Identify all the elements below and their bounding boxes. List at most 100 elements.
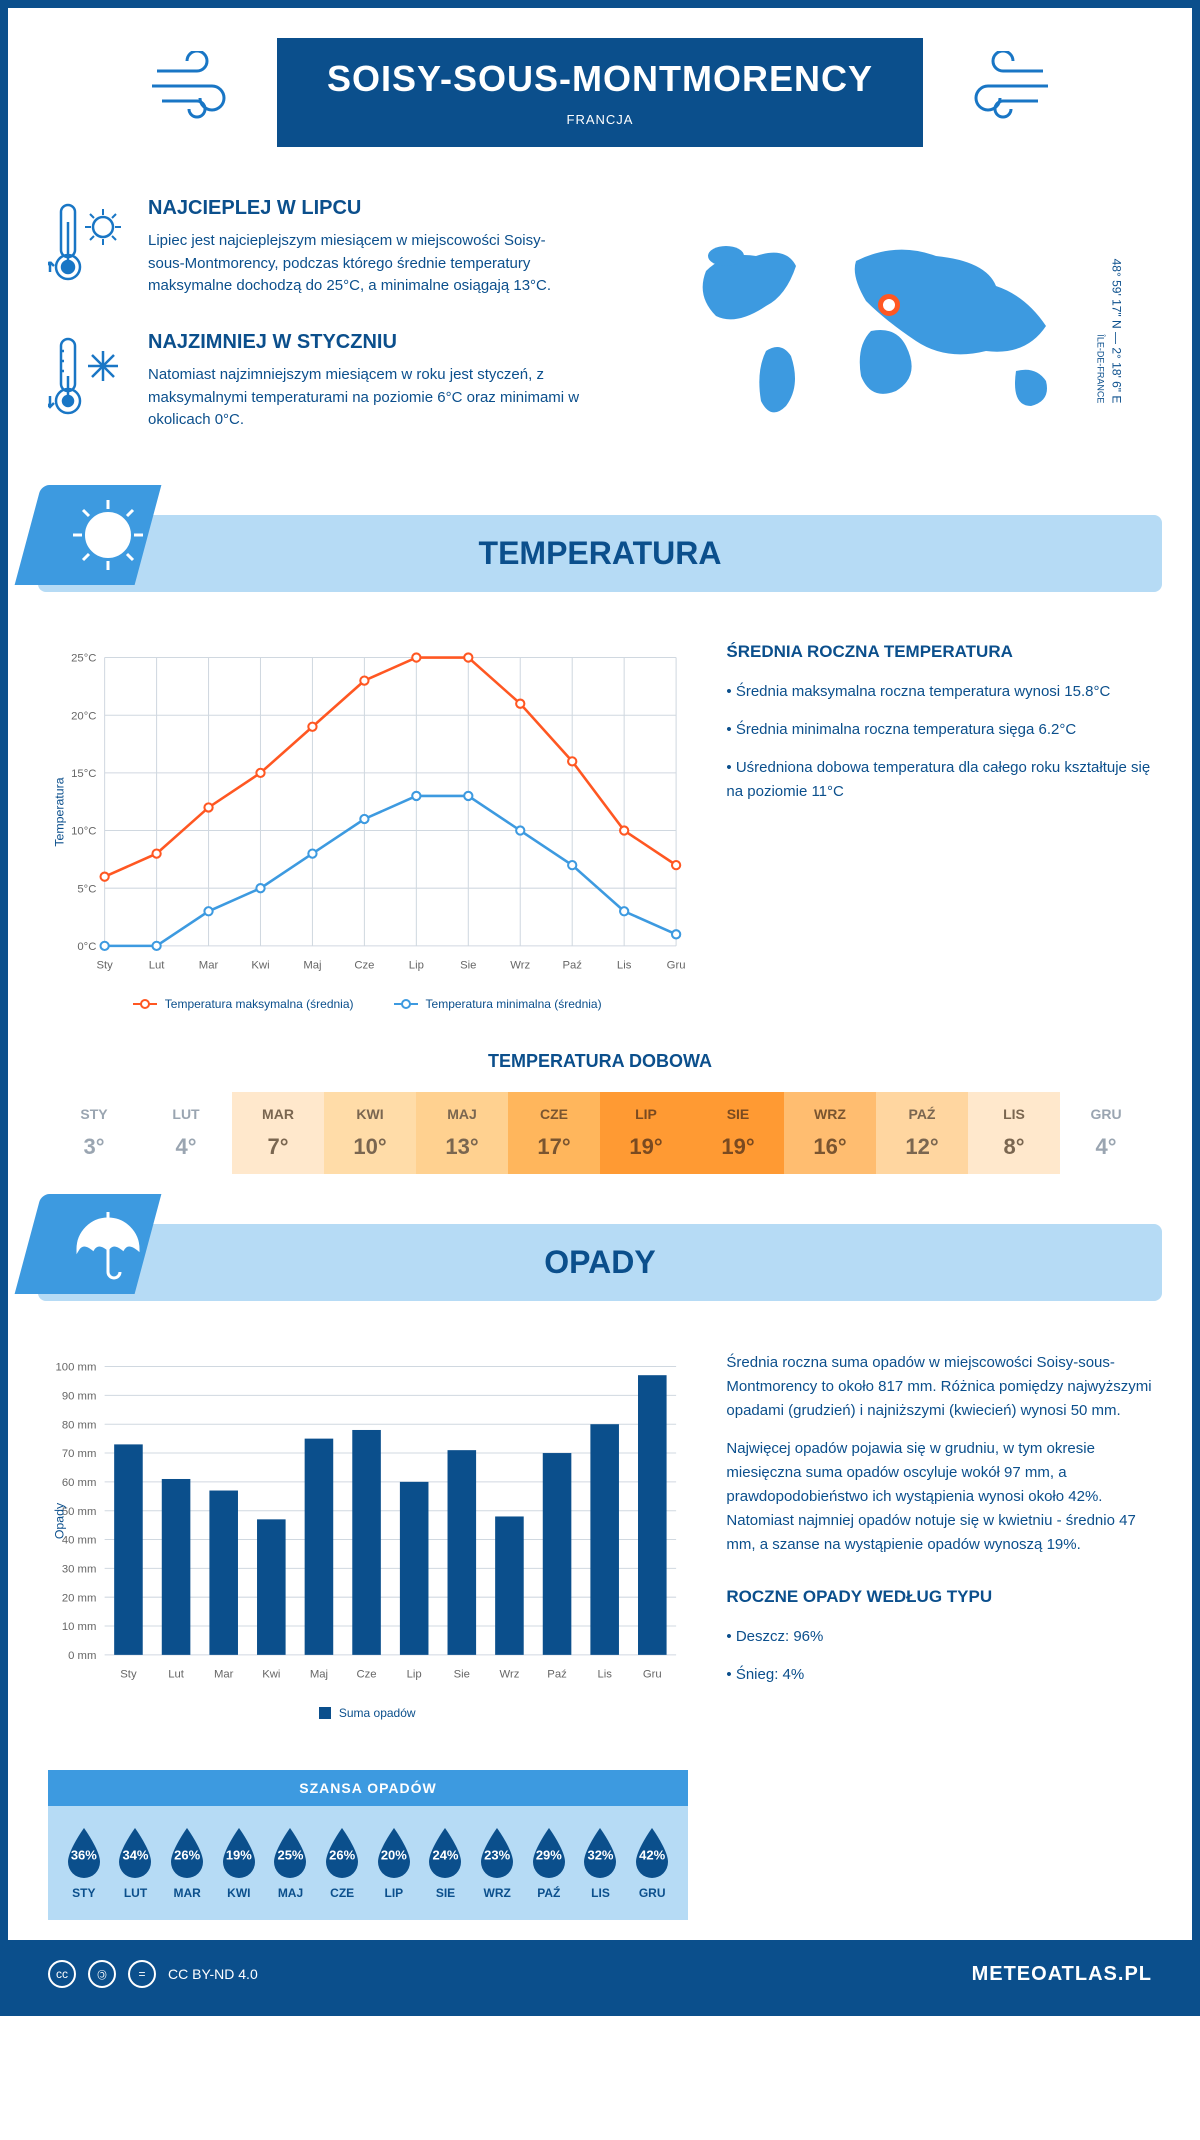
chance-cell: 24% SIE bbox=[420, 1826, 472, 1900]
footer: cc 🄯 = CC BY-ND 4.0 METEOATLAS.PL bbox=[8, 1940, 1192, 2008]
daily-temp-value: 19° bbox=[696, 1134, 780, 1160]
map-marker bbox=[878, 294, 900, 316]
temperature-section: 0°C5°C10°C15°C20°C25°CStyLutMarKwiMajCze… bbox=[8, 612, 1192, 1041]
precipitation-section: 0 mm10 mm20 mm30 mm40 mm50 mm60 mm70 mm8… bbox=[8, 1321, 1192, 1750]
svg-text:Lip: Lip bbox=[409, 960, 424, 972]
daily-temp-month: CZE bbox=[512, 1106, 596, 1122]
drop-icon: 23% bbox=[477, 1826, 517, 1878]
temp-info-list: Średnia maksymalna roczna temperatura wy… bbox=[726, 680, 1152, 804]
daily-temp-month: SIE bbox=[696, 1106, 780, 1122]
svg-text:Cze: Cze bbox=[354, 960, 374, 972]
temperature-chart-area: 0°C5°C10°C15°C20°C25°CStyLutMarKwiMajCze… bbox=[48, 642, 686, 1011]
svg-text:Sie: Sie bbox=[454, 1669, 470, 1681]
svg-text:Mar: Mar bbox=[199, 960, 219, 972]
svg-text:Lis: Lis bbox=[617, 960, 632, 972]
svg-text:Wrz: Wrz bbox=[510, 960, 530, 972]
daily-temp-value: 8° bbox=[972, 1134, 1056, 1160]
daily-temp-month: MAJ bbox=[420, 1106, 504, 1122]
chance-cell: 42% GRU bbox=[626, 1826, 678, 1900]
svg-text:Sty: Sty bbox=[120, 1669, 137, 1681]
daily-temp-grid: STY3°LUT4°MAR7°KWI10°MAJ13°CZE17°LIP19°S… bbox=[48, 1092, 1152, 1174]
svg-text:Wrz: Wrz bbox=[499, 1669, 519, 1681]
chance-cell: 36% STY bbox=[58, 1826, 110, 1900]
daily-temperature: TEMPERATURA DOBOWA STY3°LUT4°MAR7°KWI10°… bbox=[8, 1041, 1192, 1204]
chance-value: 29% bbox=[536, 1847, 562, 1862]
svg-text:Gru: Gru bbox=[643, 1669, 662, 1681]
map-column: 48° 59' 17" N — 2° 18' 6" E ÎLE-DE-FRANC… bbox=[620, 197, 1152, 465]
daily-temp-month: LIP bbox=[604, 1106, 688, 1122]
drop-icon: 34% bbox=[115, 1826, 155, 1878]
svg-text:Paź: Paź bbox=[547, 1669, 567, 1681]
precipitation-legend: Suma opadów bbox=[48, 1706, 686, 1720]
precipitation-chart-area: 0 mm10 mm20 mm30 mm40 mm50 mm60 mm70 mm8… bbox=[48, 1351, 686, 1720]
daily-temp-value: 17° bbox=[512, 1134, 596, 1160]
chance-cell: 19% KWI bbox=[213, 1826, 265, 1900]
daily-temp-month: GRU bbox=[1064, 1106, 1148, 1122]
drop-icon: 19% bbox=[219, 1826, 259, 1878]
legend-precip-label: Suma opadów bbox=[339, 1706, 416, 1720]
legend-max-label: Temperatura maksymalna (średnia) bbox=[165, 997, 354, 1011]
svg-text:Maj: Maj bbox=[310, 1669, 328, 1681]
svg-text:70 mm: 70 mm bbox=[62, 1448, 97, 1460]
svg-text:Opady: Opady bbox=[52, 1502, 66, 1539]
fact-warmest: NAJCIEPLEJ W LIPCU Lipiec jest najcieple… bbox=[48, 197, 580, 301]
facts-column: NAJCIEPLEJ W LIPCU Lipiec jest najcieple… bbox=[48, 197, 580, 465]
svg-text:20 mm: 20 mm bbox=[62, 1592, 97, 1604]
svg-text:90 mm: 90 mm bbox=[62, 1390, 97, 1402]
chance-month: CZE bbox=[316, 1886, 368, 1900]
svg-text:5°C: 5°C bbox=[77, 883, 96, 895]
svg-text:60 mm: 60 mm bbox=[62, 1477, 97, 1489]
daily-temp-month: WRZ bbox=[788, 1106, 872, 1122]
world-map bbox=[676, 221, 1096, 441]
daily-temp-cell: GRU4° bbox=[1060, 1092, 1152, 1174]
daily-temp-value: 19° bbox=[604, 1134, 688, 1160]
temp-info-item: Uśredniona dobowa temperatura dla całego… bbox=[726, 756, 1152, 804]
daily-temp-cell: STY3° bbox=[48, 1092, 140, 1174]
daily-temp-month: KWI bbox=[328, 1106, 412, 1122]
chance-cell: 29% PAŹ bbox=[523, 1826, 575, 1900]
daily-temp-cell: MAR7° bbox=[232, 1092, 324, 1174]
chance-month: LIP bbox=[368, 1886, 420, 1900]
footer-license: cc 🄯 = CC BY-ND 4.0 bbox=[48, 1960, 258, 1988]
chance-value: 26% bbox=[174, 1847, 200, 1862]
svg-text:Temperatura: Temperatura bbox=[52, 777, 66, 846]
daily-temp-month: MAR bbox=[236, 1106, 320, 1122]
daily-temp-value: 10° bbox=[328, 1134, 412, 1160]
temp-info-title: ŚREDNIA ROCZNA TEMPERATURA bbox=[726, 642, 1152, 662]
sun-banner-icon bbox=[58, 485, 158, 585]
chance-month: MAR bbox=[161, 1886, 213, 1900]
legend-max: Temperatura maksymalna (średnia) bbox=[133, 997, 354, 1011]
drop-icon: 26% bbox=[322, 1826, 362, 1878]
chance-month: STY bbox=[58, 1886, 110, 1900]
drop-icon: 26% bbox=[167, 1826, 207, 1878]
daily-temp-cell: KWI 10° bbox=[324, 1092, 416, 1174]
daily-temp-value: 12° bbox=[880, 1134, 964, 1160]
chance-month: LUT bbox=[110, 1886, 162, 1900]
chance-value: 23% bbox=[484, 1847, 510, 1862]
chance-cell: 34% LUT bbox=[110, 1826, 162, 1900]
svg-text:20°C: 20°C bbox=[71, 710, 96, 722]
svg-text:Lut: Lut bbox=[168, 1669, 185, 1681]
daily-temp-value: 3° bbox=[52, 1134, 136, 1160]
chance-cell: 25% MAJ bbox=[265, 1826, 317, 1900]
daily-temp-value: 16° bbox=[788, 1134, 872, 1160]
chance-cell: 26% MAR bbox=[161, 1826, 213, 1900]
fact-coldest: NAJZIMNIEJ W STYCZNIU Natomiast najzimni… bbox=[48, 331, 580, 435]
svg-text:Sty: Sty bbox=[96, 960, 113, 972]
svg-text:Maj: Maj bbox=[303, 960, 321, 972]
svg-text:50 mm: 50 mm bbox=[62, 1506, 97, 1518]
umbrella-banner-icon bbox=[58, 1194, 158, 1294]
svg-text:Lip: Lip bbox=[407, 1669, 422, 1681]
temp-info-item: Średnia maksymalna roczna temperatura wy… bbox=[726, 680, 1152, 704]
region-text: ÎLE-DE-FRANCE bbox=[1096, 259, 1106, 404]
daily-temp-month: PAŹ bbox=[880, 1106, 964, 1122]
svg-text:Lut: Lut bbox=[149, 960, 166, 972]
svg-text:Sie: Sie bbox=[460, 960, 476, 972]
svg-text:30 mm: 30 mm bbox=[62, 1563, 97, 1575]
fact-warmest-title: NAJCIEPLEJ W LIPCU bbox=[148, 197, 580, 220]
chance-value: 34% bbox=[122, 1847, 148, 1862]
chance-month: GRU bbox=[626, 1886, 678, 1900]
temp-info-item: Średnia minimalna roczna temperatura się… bbox=[726, 718, 1152, 742]
svg-text:40 mm: 40 mm bbox=[62, 1535, 97, 1547]
svg-text:Mar: Mar bbox=[214, 1669, 234, 1681]
